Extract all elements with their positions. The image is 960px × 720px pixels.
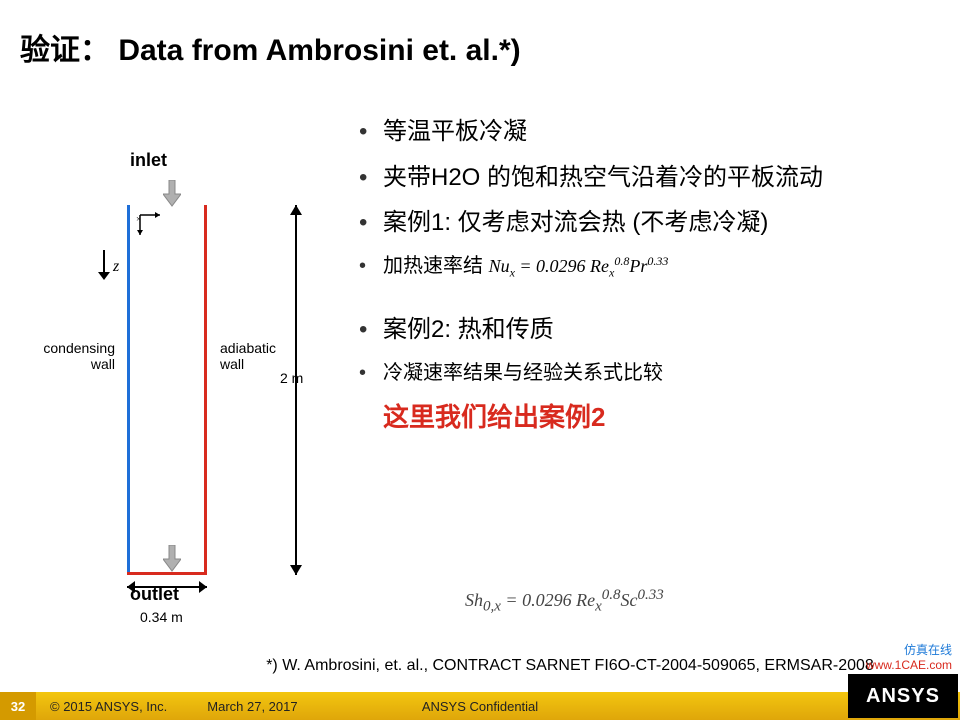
sh-sub: 0,x bbox=[483, 599, 501, 615]
watermark-line1: 仿真在线 bbox=[866, 643, 952, 657]
width-label: 0.34 m bbox=[140, 609, 183, 625]
footer-bar: 32 © 2015 ANSYS, Inc. March 27, 2017 ANS… bbox=[0, 692, 960, 720]
citation-text: *) W. Ambrosini, et. al., CONTRACT SARNE… bbox=[200, 657, 940, 675]
adiabatic-wall-label: adiabatic wall bbox=[220, 340, 276, 372]
bullet-1: 等温平板冷凝 bbox=[355, 115, 940, 149]
ansys-logo: ANSYS bbox=[848, 674, 958, 718]
bullet-list: 等温平板冷凝 夹带H2O 的饱和热空气沿着冷的平板流动 案例1: 仅考虑对流会热… bbox=[355, 115, 940, 435]
copyright-text: © 2015 ANSYS, Inc. bbox=[50, 699, 167, 714]
height-dimension-icon bbox=[295, 205, 297, 575]
sh-re-sub: x bbox=[595, 599, 602, 615]
nu-pr-sup: 0.33 bbox=[647, 254, 668, 268]
date-text: March 27, 2017 bbox=[207, 699, 297, 714]
highlight-text: 这里我们给出案例2 bbox=[383, 399, 940, 435]
sh-re-sup: 0.8 bbox=[602, 587, 621, 603]
nu-var: Nu bbox=[489, 256, 510, 276]
outlet-label: outlet bbox=[130, 584, 179, 605]
nu-pr: Pr bbox=[629, 256, 647, 276]
bullet-2: 夹带H2O 的饱和热空气沿着冷的平板流动 bbox=[355, 161, 940, 195]
sh-sc: Sc bbox=[620, 590, 637, 610]
watermark-line2: www.1CAE.com bbox=[866, 658, 952, 672]
bullet-3: 案例1: 仅考虑对流会热 (不考虑冷凝) bbox=[355, 206, 940, 240]
bullet-6: 冷凝速率结果与经验关系式比较 bbox=[355, 359, 940, 387]
confidential-text: ANSYS Confidential bbox=[422, 699, 538, 714]
nu-eq: = 0.0296 Re bbox=[515, 256, 609, 276]
sherwood-formula: Sh0,x = 0.0296 Rex0.8Sc0.33 bbox=[465, 585, 664, 618]
adiabatic-wall bbox=[204, 205, 207, 575]
z-label: z bbox=[113, 258, 119, 276]
outlet-arrow-icon bbox=[163, 545, 181, 578]
channel-box bbox=[127, 205, 207, 575]
page-number: 32 bbox=[0, 692, 36, 720]
bullet-5: 案例2: 热和传质 bbox=[355, 313, 940, 347]
sh-eq: = 0.0296 Re bbox=[501, 590, 595, 610]
condensing-wall-label: condensing wall bbox=[30, 340, 115, 372]
condensing-wall bbox=[127, 205, 130, 575]
inlet-label: inlet bbox=[130, 150, 167, 171]
channel-diagram: inlet × z condensing wall adiabatic wall bbox=[30, 150, 330, 620]
bullet-4: 加热速率结 Nux = 0.0296 Rex0.8Pr0.33 bbox=[355, 252, 940, 281]
nu-re-sup: 0.8 bbox=[614, 254, 629, 268]
slide: 验证： Data from Ambrosini et. al.*) inlet … bbox=[0, 0, 960, 720]
sh-sc-sup: 0.33 bbox=[637, 587, 663, 603]
nusselt-formula: Nux = 0.0296 Rex0.8Pr0.33 bbox=[489, 256, 669, 276]
slide-title: 验证： Data from Ambrosini et. al.*) bbox=[20, 25, 521, 69]
height-label: 2 m bbox=[280, 370, 303, 386]
watermark: 仿真在线 www.1CAE.com bbox=[866, 643, 952, 672]
sh-var: Sh bbox=[465, 590, 483, 610]
bullet-4-text: 加热速率结 bbox=[383, 255, 483, 277]
